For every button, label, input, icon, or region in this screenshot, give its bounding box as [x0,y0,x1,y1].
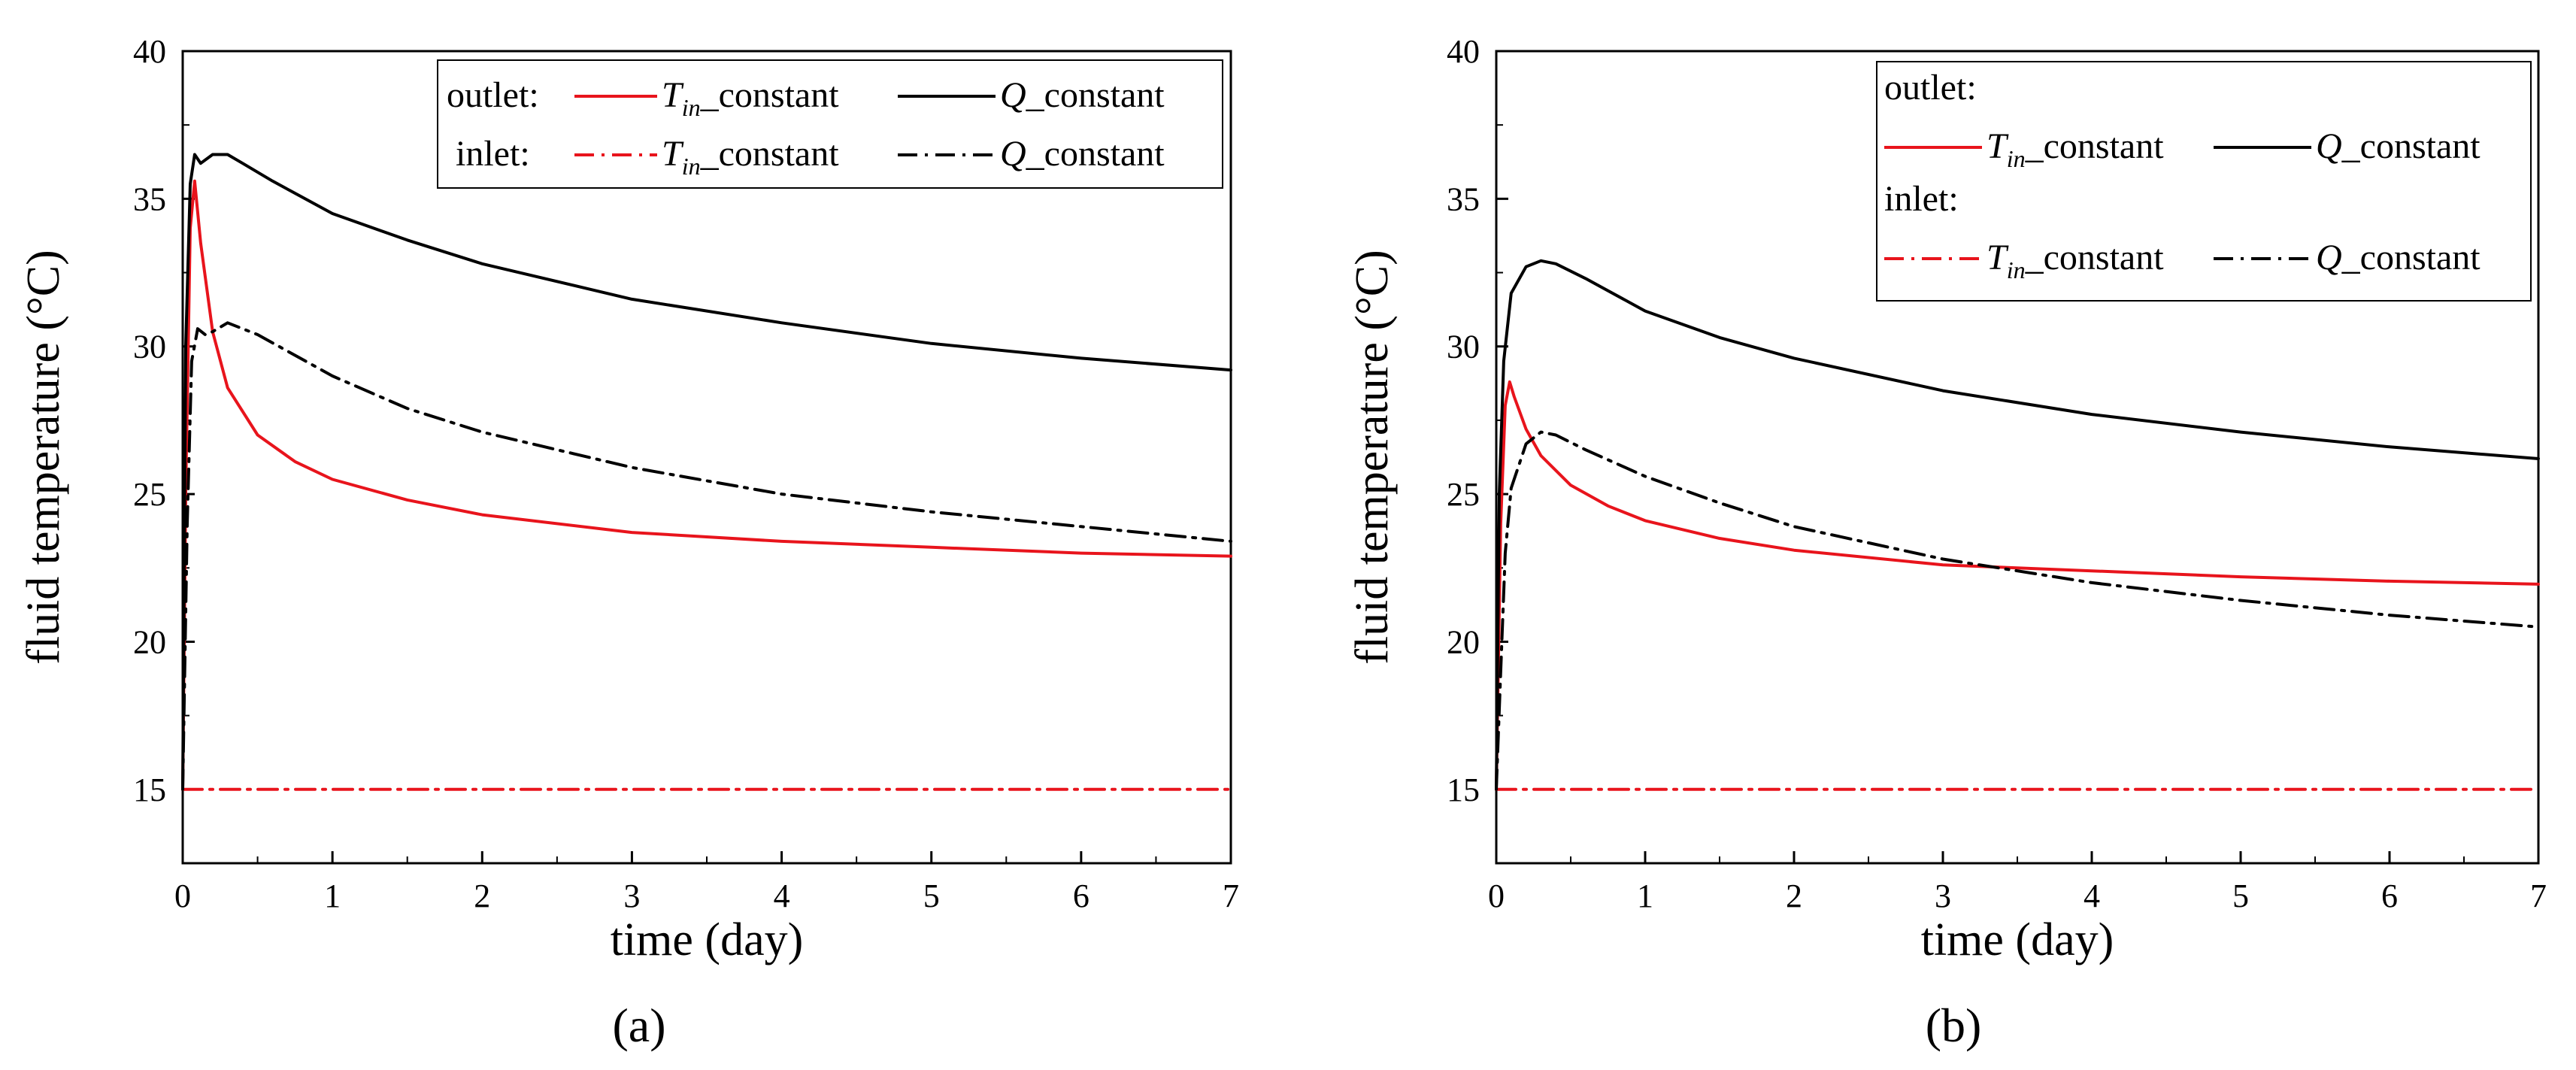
x-tick-label: 5 [923,878,940,914]
y-tick-label: 35 [133,180,166,217]
series-line-outlet-Q [181,153,1232,791]
legend-symbol: Q [2316,126,2342,166]
y-tick-label: 15 [133,771,166,808]
legend-entry-label: Q_constant [2316,238,2481,277]
legend-entry-label: Q_constant [1000,75,1165,115]
x-tick-label: 0 [174,878,191,914]
legend-symbol: Q [2316,238,2342,277]
legend-entry-text: _constant [1026,75,1165,115]
legend-subscript: in [2007,256,2026,283]
legend-entry-text: _constant [700,75,840,115]
legend-symbol: Q [1000,75,1026,115]
legend-subscript: in [2007,145,2026,172]
chart-panel-b: (b) 0 1 2 3 4 5 6 7 15 20 25 30 35 40 time (day) fluid … [1347,33,2547,1052]
series-line-outlet-Tin [1495,380,2540,791]
legend-subscript: in [682,153,701,180]
y-tick-label: 35 [1447,180,1480,217]
y-tick-label: 25 [1447,476,1480,513]
x-tick-label: 0 [1488,878,1505,914]
legend-entry-label: Tin_constant [662,75,839,121]
legend-entry-label: Tin_constant [1987,126,2164,172]
legend-entry-label: Tin_constant [1987,238,2164,283]
y-tick-label: 30 [133,329,166,365]
series-line-outlet-Q [1495,259,2540,791]
legend-box [437,59,1223,189]
legend-symbol: T [1987,238,2009,277]
legend-group-label: inlet: [1884,179,1959,219]
legend-group-label: inlet: [456,134,530,174]
x-tick-label: 6 [1073,878,1089,914]
legend-subscript: in [682,94,701,121]
legend-symbol: T [1987,126,2009,166]
legend-symbol: T [662,75,684,115]
x-tick-label: 5 [2232,878,2249,914]
y-tick-label: 20 [133,623,166,660]
x-tick-label: 3 [623,878,640,914]
series-line-inlet-Q [1495,430,2540,791]
legend-entry-text: _constant [2025,238,2165,277]
x-tick-label: 3 [1935,878,1951,914]
y-tick-label: 30 [1447,329,1480,365]
series-line-outlet-Tin [181,179,1232,791]
legend-entry-text: _constant [2341,238,2481,277]
x-tick-label: 1 [1637,878,1653,914]
y-tick-label: 15 [1447,771,1480,808]
x-tick-label: 7 [2530,878,2547,914]
x-tick-label: 1 [324,878,341,914]
x-tick-label: 2 [474,878,490,914]
legend-entry-label: Q_constant [1000,134,1165,174]
y-tick-label: 20 [1447,623,1480,660]
legend-entry-text: _constant [2341,126,2481,166]
x-axis-title: time (day) [1921,914,2114,965]
x-tick-label: 6 [2381,878,2398,914]
x-tick-label: 7 [1223,878,1239,914]
legend-symbol: T [662,134,684,174]
chart-panel-a: (a) 0 1 2 3 4 5 6 7 15 20 25 30 35 40 time (day) fluid … [18,33,1239,1052]
x-tick-label: 2 [1786,878,1802,914]
legend-symbol: Q [1000,134,1026,174]
legend-group-label: outlet: [447,75,539,115]
x-tick-label: 4 [2084,878,2100,914]
legend-group-label: outlet: [1884,68,1977,108]
legend-entry-text: _constant [2025,126,2165,166]
legend-entry-label: Q_constant [2316,126,2481,166]
legend-entry-text: _constant [700,134,840,174]
y-axis-title: fluid temperature (°C) [1347,250,1398,665]
legend-entry-label: Tin_constant [662,134,839,180]
x-axis-title: time (day) [611,914,804,965]
y-tick-label: 40 [133,33,166,70]
panel-label-b: (b) [1926,999,1982,1052]
y-axis-title: fluid temperature (°C) [18,250,69,665]
y-tick-label: 25 [133,476,166,513]
panel-label-a: (a) [612,999,665,1052]
series-line-inlet-Q [181,321,1232,791]
x-tick-label: 4 [774,878,790,914]
legend-box [1876,61,2532,302]
y-tick-label: 40 [1447,33,1480,70]
legend-entry-text: _constant [1026,134,1165,174]
